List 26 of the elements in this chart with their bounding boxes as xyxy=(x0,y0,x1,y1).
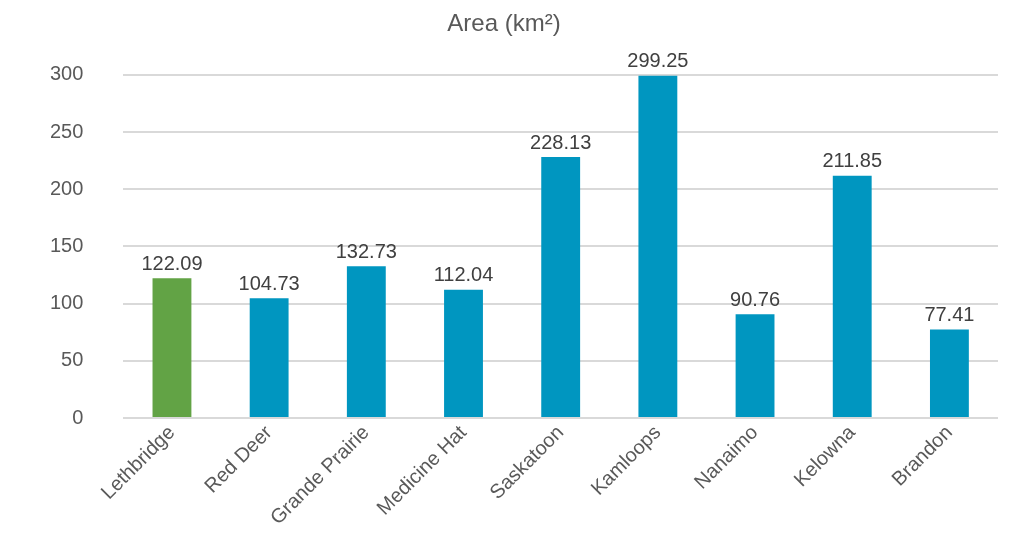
y-tick-label: 250 xyxy=(49,119,84,142)
bar xyxy=(735,314,775,418)
y-tick-label: 50 xyxy=(61,348,84,371)
bar xyxy=(249,298,289,418)
data-label: 228.13 xyxy=(530,130,592,153)
bar xyxy=(444,289,483,418)
data-label: 104.73 xyxy=(238,271,300,294)
bar xyxy=(152,278,192,418)
bar xyxy=(929,329,969,418)
bar xyxy=(638,75,678,418)
bar xyxy=(832,175,872,418)
data-label: 211.85 xyxy=(822,149,883,172)
data-label: 77.41 xyxy=(924,303,975,326)
y-tick-label: 300 xyxy=(49,62,84,85)
data-label: 122.09 xyxy=(141,251,203,274)
y-tick-label: 150 xyxy=(49,233,84,256)
data-label: 112.04 xyxy=(433,263,494,286)
chart-title: Area (km²) xyxy=(447,9,561,37)
bar xyxy=(346,266,386,418)
y-tick-label: 200 xyxy=(49,176,84,199)
data-label: 132.73 xyxy=(335,239,397,262)
data-label: 299.25 xyxy=(627,49,689,72)
bar xyxy=(541,157,581,418)
data-label: 90.76 xyxy=(730,287,781,310)
y-tick-label: 100 xyxy=(49,291,84,314)
y-tick-label: 0 xyxy=(72,405,84,428)
